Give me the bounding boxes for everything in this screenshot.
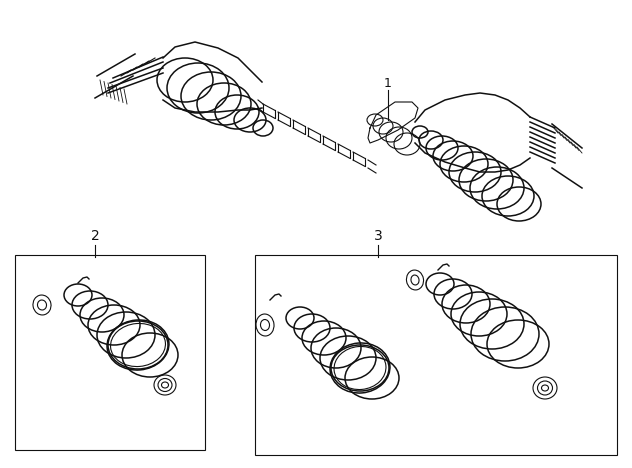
- Text: 1: 1: [384, 77, 392, 90]
- Text: 3: 3: [374, 229, 382, 243]
- Bar: [255, 255, 617, 455]
- Text: 2: 2: [90, 229, 99, 243]
- Bar: [15, 255, 205, 450]
